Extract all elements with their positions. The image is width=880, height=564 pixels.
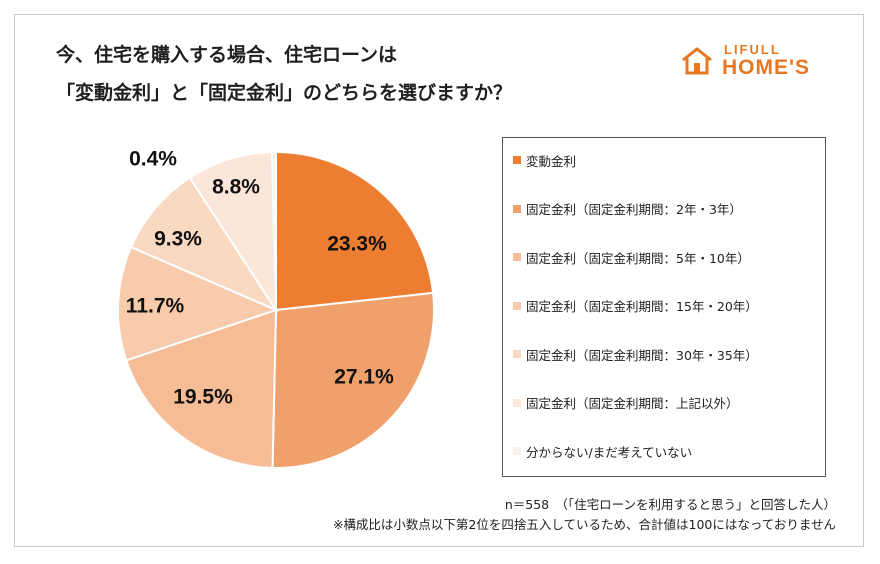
legend-label: 固定金利（固定金利期間：15年・20年）: [526, 299, 758, 314]
pie-slice-5: [129, 176, 279, 313]
slice-label-4: 11.7%: [126, 295, 185, 318]
legend-item-3: 固定金利（固定金利期間：5年・10年）: [513, 247, 750, 267]
logo-text-top: LIFULL: [724, 42, 781, 57]
legend-item-6: 固定金利（固定金利期間：上記以外）: [513, 393, 739, 413]
house-icon: [682, 47, 712, 75]
legend-swatch: [513, 447, 521, 455]
pie-slice-6: [188, 151, 278, 314]
legend-swatch: [513, 204, 521, 213]
chart-legend: 変動金利固定金利（固定金利期間：2年・3年） 固定金利（固定金利期間：5年・10年…: [502, 137, 826, 477]
chart-title-line1: 今、住宅を購入する場合、住宅ローンは: [56, 44, 398, 66]
pie-slice-7: [271, 150, 277, 311]
legend-label: 変動金利: [526, 153, 577, 169]
legend-label: 固定金利（固定金利期間：2年・3年）: [526, 202, 742, 217]
legend-item-2: 固定金利（固定金利期間：2年・3年）: [513, 199, 742, 219]
legend-label: 固定金利（固定金利期間：上記以外）: [526, 396, 739, 411]
pie-slice-2: [271, 291, 435, 469]
chart-title-line2: 「変動金利」と「固定金利」のどちらを選びますか？: [56, 82, 513, 104]
slice-label-6: 8.8%: [212, 176, 260, 199]
legend-item-7: 分からない/まだ考えていない: [513, 441, 692, 461]
legend-label: 固定金利（固定金利期間：5年・10年）: [526, 250, 750, 266]
legend-swatch: [513, 156, 521, 164]
legend-item-5: 固定金利（固定金利期間：30年・35年）: [513, 344, 758, 364]
legend-swatch: [513, 350, 521, 358]
legend-item-4: 固定金利（固定金利期間：15年・20年）: [513, 296, 758, 316]
chart-frame: [14, 14, 864, 547]
lifull-homes-logo: LIFULL HOME'S: [680, 42, 830, 82]
slice-label-5: 9.3%: [154, 228, 202, 251]
pie-slice-3: [124, 308, 278, 469]
pie-slice-4: [117, 245, 279, 362]
slice-label-7: 0.4%: [129, 148, 177, 171]
rounding-note: ※構成比は小数点以下第2位を四捨五入しているため、合計値は100にはなっておりま…: [332, 517, 836, 532]
legend-label: 分からない/まだ考えていない: [526, 444, 693, 460]
legend-item-1: 変動金利: [513, 150, 576, 170]
slice-label-3: 19.5%: [173, 386, 233, 409]
pie-slice-1: [275, 150, 435, 312]
legend-label: 固定金利（固定金利期間：30年・35年）: [526, 347, 758, 363]
legend-swatch: [513, 301, 521, 310]
slice-label-2: 27.1%: [334, 366, 394, 389]
slice-label-1: 23.3%: [327, 233, 387, 256]
legend-swatch: [513, 253, 521, 261]
sample-size-note: n＝558 （「住宅ローンを利用すると思う」と回答した人）: [504, 497, 836, 512]
logo-text-bottom: HOME'S: [722, 56, 811, 79]
legend-swatch: [513, 398, 521, 407]
